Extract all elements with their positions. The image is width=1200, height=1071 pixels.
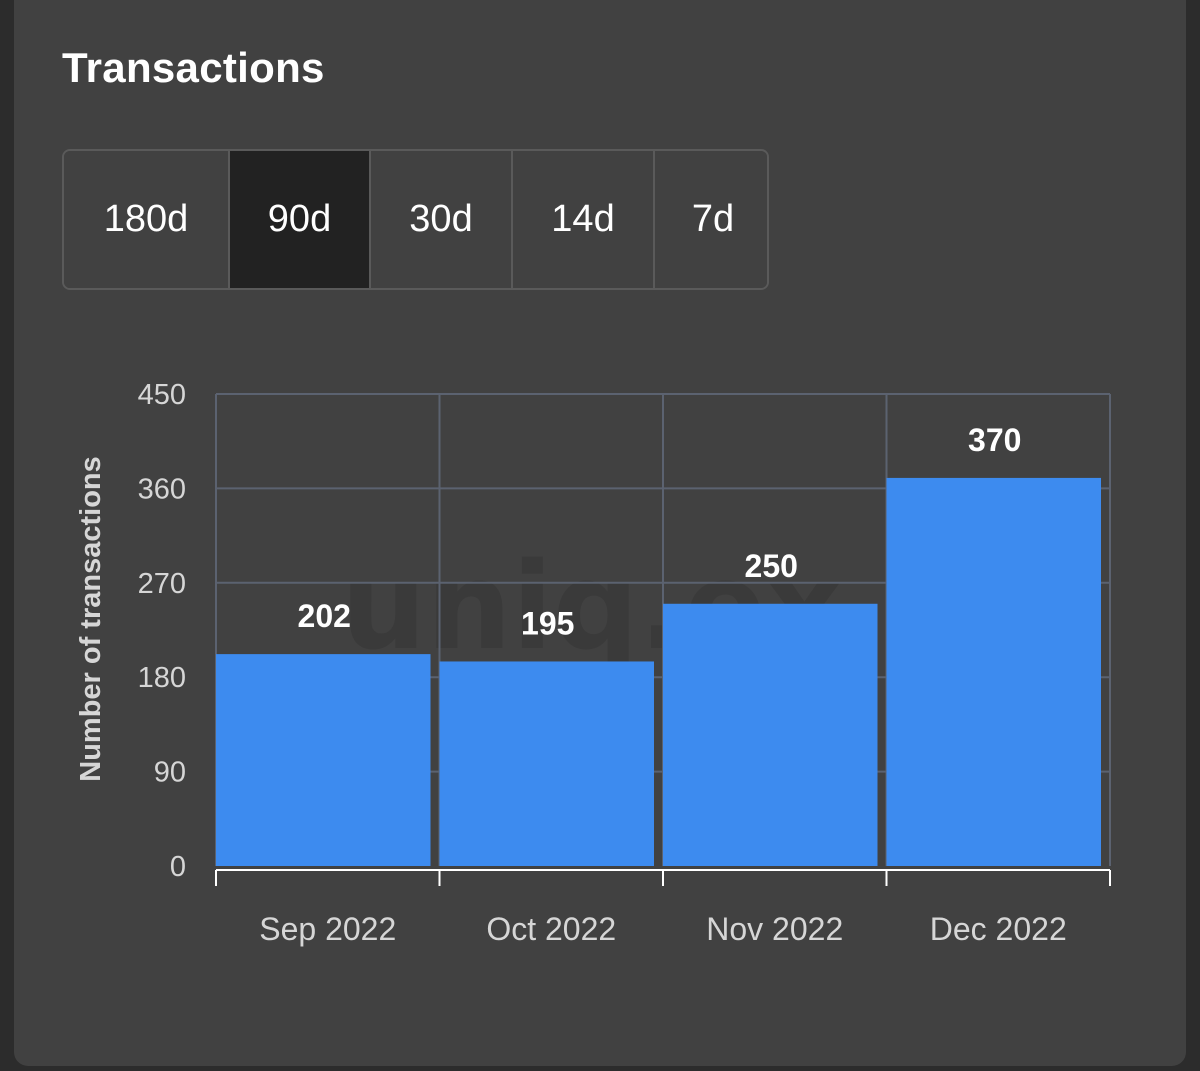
range-option-30d[interactable]: 30d xyxy=(371,151,513,288)
x-tick-label: Dec 2022 xyxy=(930,911,1067,947)
data-label: 202 xyxy=(298,598,351,634)
bar-1 xyxy=(439,661,654,866)
y-tick-label: 450 xyxy=(138,379,186,411)
x-tick-label: Oct 2022 xyxy=(486,911,616,947)
x-tick-label: Nov 2022 xyxy=(706,911,843,947)
chart-bars: 202 195 250 370 xyxy=(216,422,1101,866)
y-tick-label: 0 xyxy=(170,851,186,883)
range-option-90d[interactable]: 90d xyxy=(230,151,371,288)
data-label: 195 xyxy=(521,605,574,641)
x-tick-label: Sep 2022 xyxy=(259,911,396,947)
bar-3 xyxy=(886,477,1101,866)
data-label: 250 xyxy=(745,548,798,584)
y-tick-label: 90 xyxy=(154,757,186,789)
page-title: Transactions xyxy=(62,44,325,91)
bar-0 xyxy=(216,654,431,866)
y-tick-label: 270 xyxy=(138,568,186,600)
range-option-180d[interactable]: 180d xyxy=(64,151,230,288)
range-option-7d[interactable]: 7d xyxy=(655,151,767,288)
y-tick-label: 360 xyxy=(138,473,186,505)
y-axis-label: Number of transactions xyxy=(75,456,107,782)
range-option-14d[interactable]: 14d xyxy=(513,151,655,288)
chart-axes: 0 90 180 270 360 450 Sep 2022 Oct 2022 Nov 2022 D… xyxy=(138,379,1111,947)
bar-2 xyxy=(663,603,878,866)
time-range-selector: 180d 90d 30d 14d 7d xyxy=(62,149,769,290)
y-tick-label: 180 xyxy=(138,662,186,694)
data-label: 370 xyxy=(968,422,1021,458)
